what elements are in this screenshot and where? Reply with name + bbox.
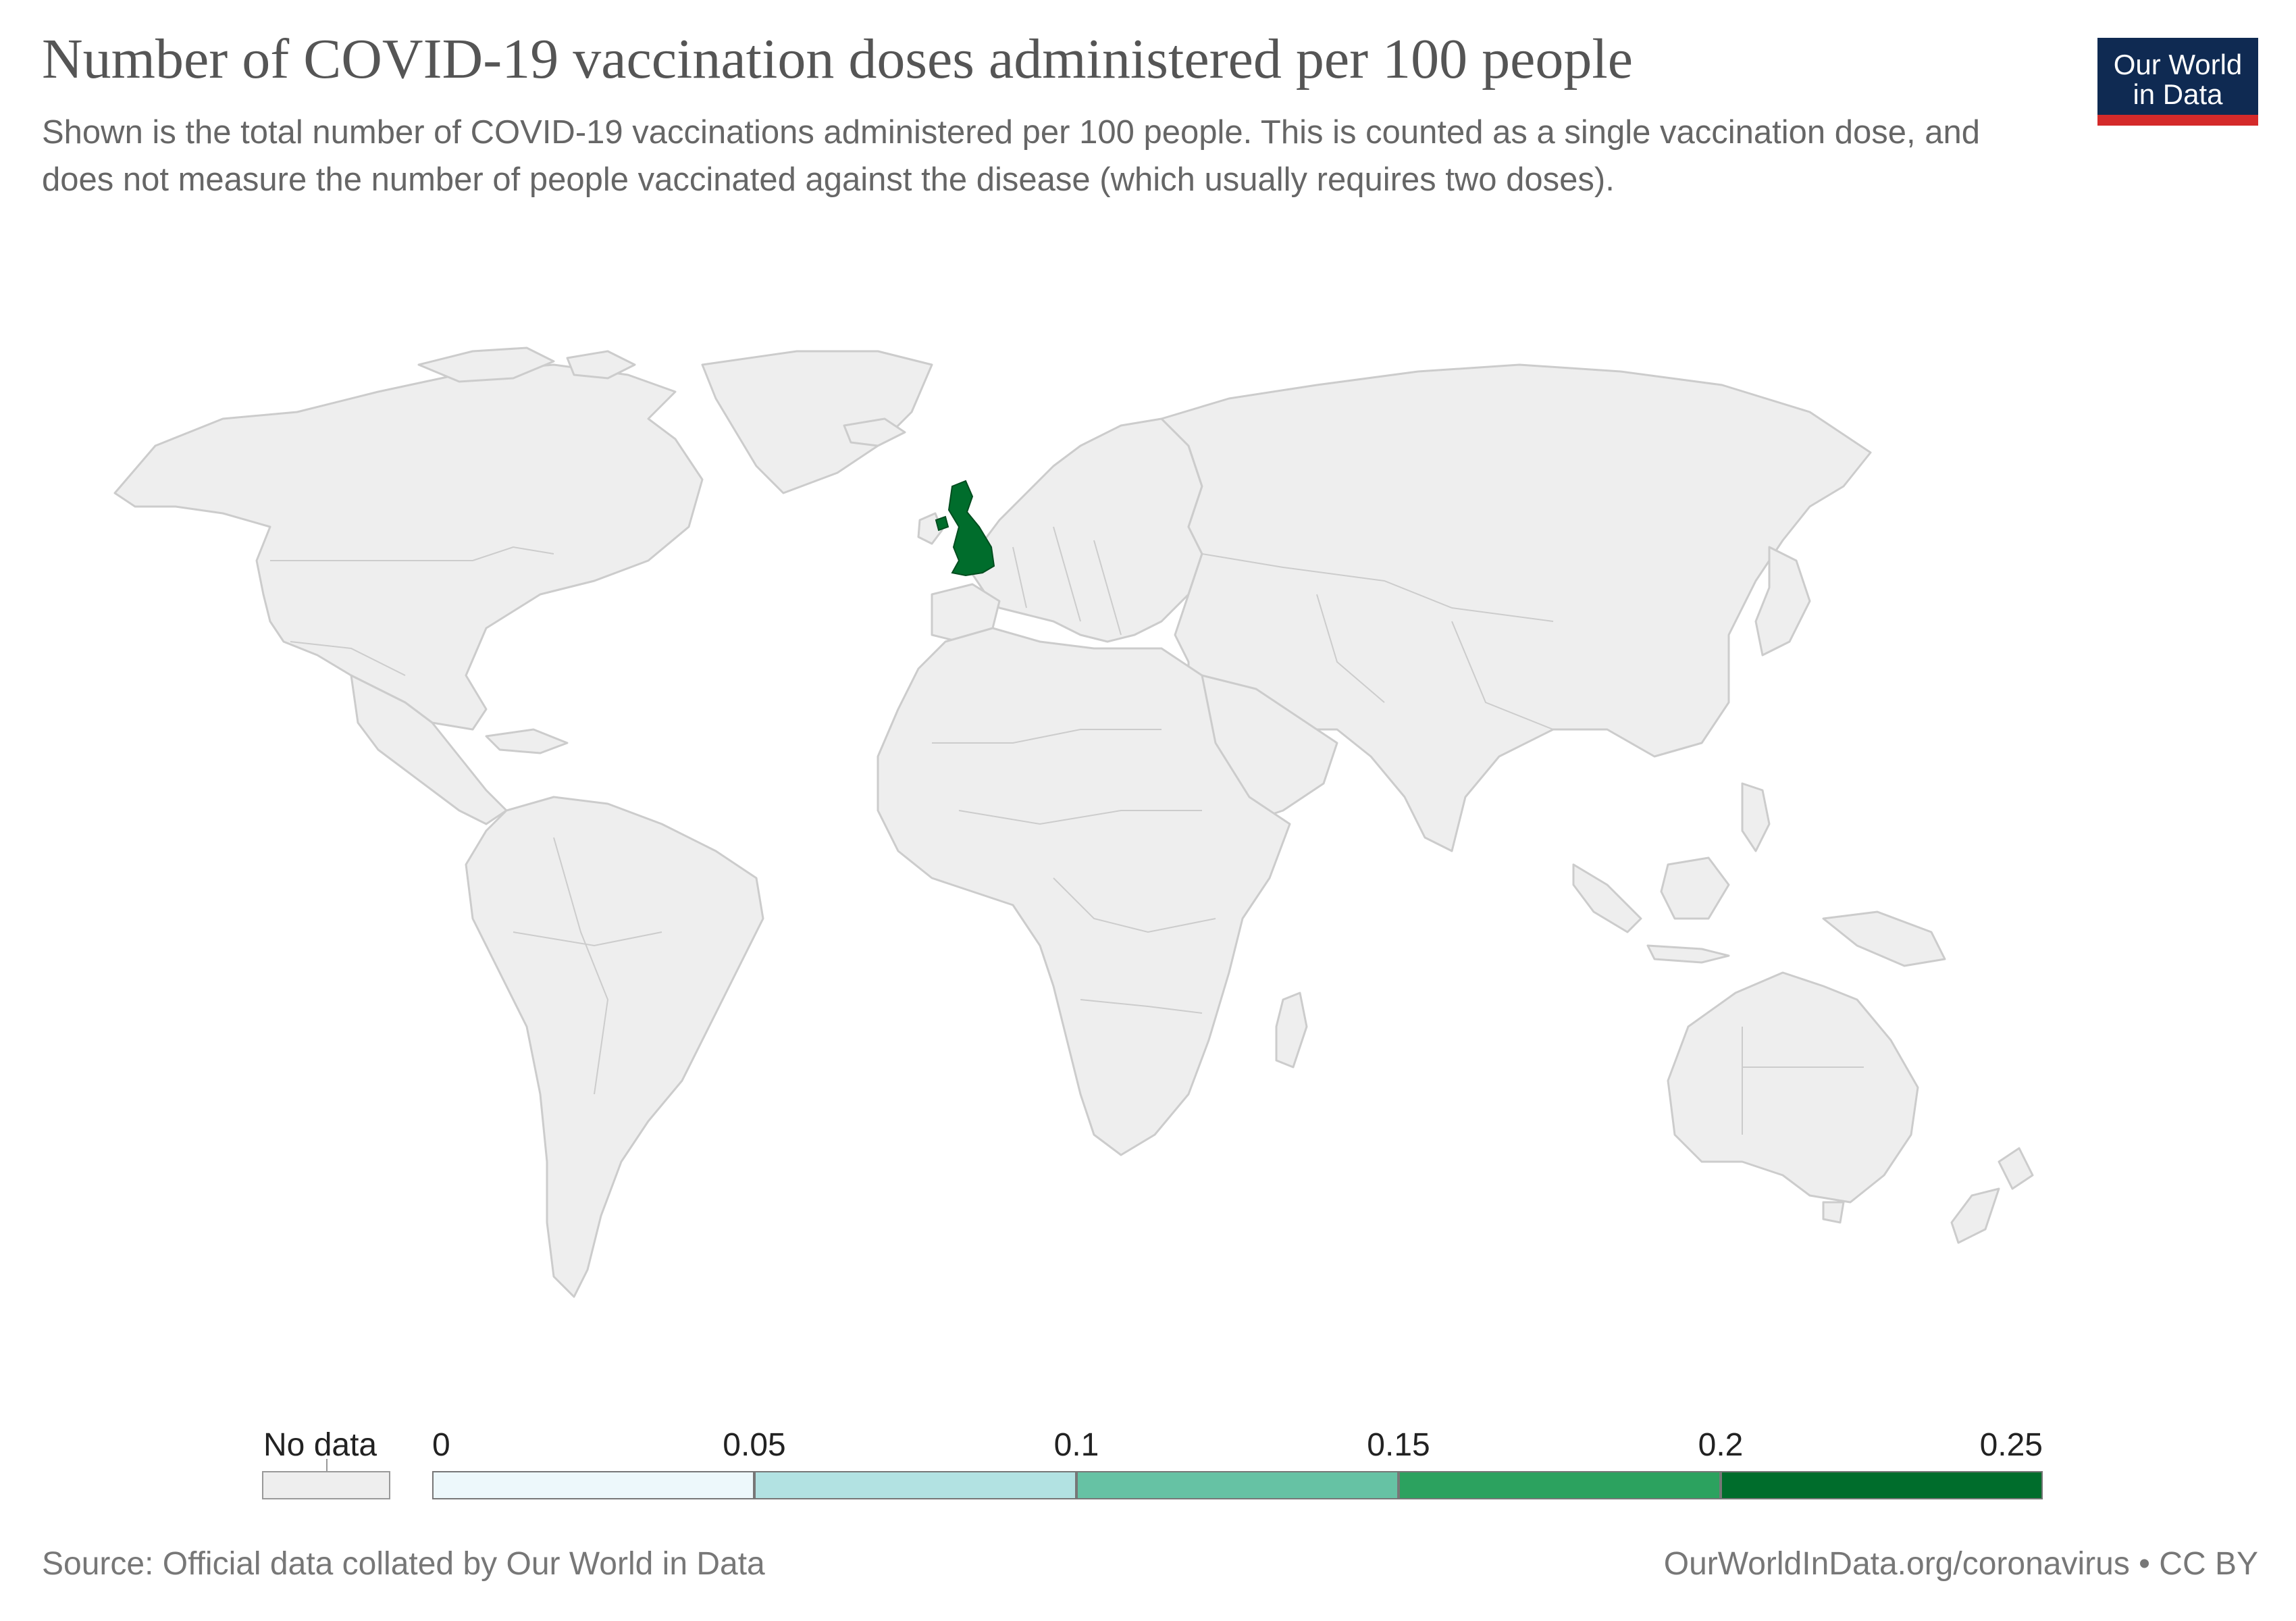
- legend-color-scale: 0 0.05 0.1 0.15 0.2 0.25: [432, 1426, 2043, 1508]
- tasmania-region[interactable]: [1822, 1201, 1845, 1224]
- new-guinea-region[interactable]: [1822, 910, 1946, 967]
- logo-line-2: in Data: [2133, 78, 2223, 111]
- source-note: Source: Official data collated by Our Wo…: [42, 1546, 765, 1582]
- central-america-region[interactable]: [350, 674, 508, 825]
- africa-region[interactable]: [877, 627, 1291, 1156]
- arctic-island-small: [566, 350, 636, 380]
- legend-bin[interactable]: [432, 1471, 754, 1499]
- philippines-region[interactable]: [1741, 782, 1771, 852]
- legend-tick-label: 0.25: [1979, 1427, 2043, 1463]
- owid-logo[interactable]: Our World in Data: [2097, 38, 2258, 126]
- logo-line-1: Our World: [2113, 49, 2243, 80]
- legend-bin[interactable]: [1721, 1471, 2043, 1499]
- legend-bin[interactable]: [754, 1471, 1076, 1499]
- world-map[interactable]: [0, 324, 2296, 1337]
- java-region[interactable]: [1646, 944, 1730, 964]
- arctic-islands[interactable]: [417, 346, 555, 383]
- greenland-region[interactable]: [701, 350, 933, 494]
- legend-bin[interactable]: [1076, 1471, 1399, 1499]
- united-kingdom-region[interactable]: [947, 480, 995, 577]
- legend-tick-label: 0.2: [1698, 1427, 1744, 1463]
- legend-tick-label: 0.1: [1053, 1427, 1099, 1463]
- country-borders: [270, 526, 1864, 1135]
- legend-bin[interactable]: [1399, 1471, 1721, 1499]
- legend-tick-label: 0: [432, 1427, 450, 1463]
- iceland-region[interactable]: [843, 417, 906, 447]
- new-zealand-region[interactable]: [1998, 1147, 2034, 1190]
- new-zealand-south-island: [1950, 1187, 2000, 1244]
- japan-region[interactable]: [1754, 546, 1811, 657]
- legend-no-data-label: No data: [263, 1427, 377, 1463]
- sumatra-region[interactable]: [1572, 863, 1642, 933]
- asia-region[interactable]: [1160, 363, 1872, 852]
- south-america-region[interactable]: [465, 796, 764, 1298]
- legend-tick-label: 0.15: [1367, 1427, 1430, 1463]
- page-subtitle: Shown is the total number of COVID-19 va…: [42, 114, 1980, 198]
- northern-ireland-region[interactable]: [935, 515, 949, 532]
- north-america-region[interactable]: [113, 363, 704, 731]
- borneo-region[interactable]: [1660, 856, 1730, 920]
- page-title: Number of COVID-19 vaccination doses adm…: [42, 28, 1634, 91]
- legend-tick-label: 0.05: [723, 1427, 786, 1463]
- coronavirus-link[interactable]: OurWorldInData.org/coronavirus • CC BY: [1663, 1546, 2258, 1582]
- legend-no-data-tick: [326, 1459, 328, 1472]
- legend-no-data-swatch[interactable]: [262, 1471, 390, 1499]
- australia-region[interactable]: [1667, 971, 1919, 1204]
- madagascar-region[interactable]: [1275, 992, 1308, 1069]
- caribbean-islands[interactable]: [485, 728, 569, 754]
- europe-region[interactable]: [971, 417, 1203, 643]
